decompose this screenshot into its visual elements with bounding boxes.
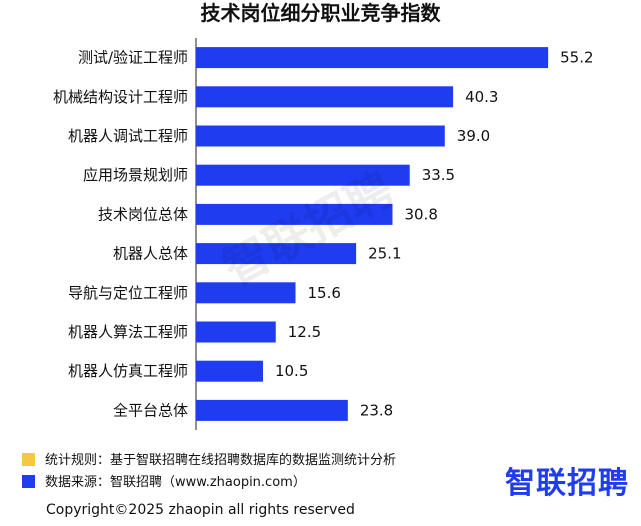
chart-title: 技术岗位细分职业竞争指数 [200,1,441,25]
value-label: 30.8 [404,205,437,223]
category-label: 机器人总体 [113,245,188,263]
bar [196,125,445,147]
bar [196,399,348,421]
bar-chart: 测试/验证工程师 55.2 机械结构设计工程师 40.3 机器人调试工程师 39.0 应用场… [53,38,594,430]
bar [196,243,357,265]
value-label: 55.2 [560,49,593,67]
category-label: 机器人仿真工程师 [68,362,188,380]
copyright: Copyright©2025 zhaopin all rights reserv… [46,502,355,518]
footer: 统计规则：基于智联招聘在线招聘数据库的数据监测统计分析 数据来源：智联招聘（ww… [0,440,641,526]
bar [196,321,276,343]
value-label: 12.5 [288,323,321,341]
source-note-text: 数据来源：智联招聘（www.zhaopin.com） [45,475,306,490]
value-label: 23.8 [360,401,393,419]
category-label: 测试/验证工程师 [78,49,188,67]
rule-note-text: 统计规则：基于智联招聘在线招聘数据库的数据监测统计分析 [45,453,397,468]
zhaopin-logo: 智联招聘 [505,466,629,501]
category-label: 全平台总体 [113,401,188,419]
value-label: 40.3 [465,88,498,106]
value-label: 25.1 [368,245,401,263]
category-label: 应用场景规划师 [83,166,188,184]
bar [196,164,410,186]
rule-note: 统计规则：基于智联招聘在线招聘数据库的数据监测统计分析 [22,452,396,470]
bar [196,203,393,225]
yellow-square-icon [22,453,35,466]
bar [196,47,549,69]
value-label: 15.6 [308,284,341,302]
value-label: 33.5 [422,166,455,184]
category-label: 机器人调试工程师 [68,127,188,145]
category-label: 机械结构设计工程师 [53,88,188,106]
bar [196,282,296,304]
category-label: 导航与定位工程师 [68,284,188,302]
bar [196,86,454,108]
bar [196,360,263,382]
category-label: 技术岗位总体 [98,205,188,223]
value-label: 10.5 [275,362,308,380]
source-note: 数据来源：智联招聘（www.zhaopin.com） [22,474,306,492]
category-label: 机器人算法工程师 [68,323,188,341]
blue-square-icon [22,475,35,488]
value-label: 39.0 [457,127,490,145]
